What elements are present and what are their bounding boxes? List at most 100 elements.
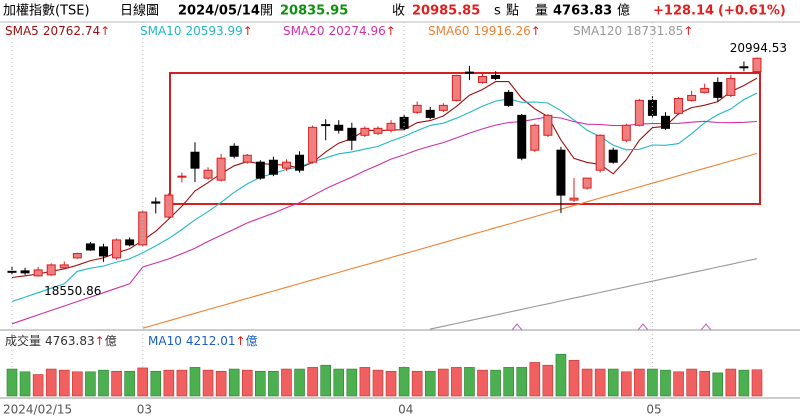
price-panel [7,57,762,330]
candle-body [700,87,710,93]
volume-ma-legend: MA10 4212.01↑億 [148,334,258,348]
unit: 點 [506,4,519,19]
volume-bar [529,362,541,397]
candle-body [438,104,448,111]
legend-part: ↑ [95,334,105,348]
candle-body [242,154,252,163]
volume-bar [686,368,697,397]
volume-unit: 億 [617,3,630,19]
volume-bar [516,367,528,397]
candle-body [517,114,527,159]
candle-body [464,71,474,74]
candle-body [46,264,56,276]
volume-bar [45,368,57,397]
volume-bar [372,369,384,397]
candle-body [491,75,501,79]
candle-body [216,157,226,181]
volume-bar [424,370,436,397]
candle-body [7,270,17,273]
candle-body [425,109,435,118]
candle-body [582,177,592,189]
candle-body [98,246,108,257]
volume-bar [751,369,763,397]
legend-entry: SMA20 20274.96↑ [283,24,396,38]
volume-bar [268,370,279,397]
ma-line [11,116,758,325]
volume-bar [137,367,148,397]
close-suffix: s [494,4,501,19]
volume-value: 4763.83 [553,4,612,19]
x-tick-label: 2024/02/15 [3,403,72,417]
volume-legend: 成交量 4763.83↑億 [5,333,117,348]
high-label: 20994.53 [730,41,787,55]
volume-bar [281,368,292,397]
candle-body [674,97,684,114]
candle-body [569,197,579,201]
candle-body [687,94,697,101]
volume-bar [725,368,737,397]
legend-name: SMA120 [573,24,622,38]
volume-bar [607,368,619,397]
volume-bar [411,370,423,397]
volume-bar [228,368,240,397]
legend-trend: ↑ [100,24,110,38]
volume-bar [620,371,632,397]
candle-body [59,264,69,269]
volume-bar [255,370,266,397]
volume-bar [477,369,488,397]
candle-body [177,175,187,178]
legend-part: 4212.01 [186,334,236,348]
legend-trend: ↑ [531,24,541,38]
legend-part: ↑ [235,334,245,348]
legend-name: SMA60 [428,24,469,38]
candle-body [295,154,305,171]
volume-bar [451,367,462,397]
legend-entry: SMA60 19916.26↑ [428,24,541,38]
volume-bar [712,372,724,397]
candle-body [72,253,82,259]
candle-body [190,151,200,169]
volume-bar [385,370,397,397]
volume-bar [333,368,345,397]
legend-entry: SMA120 18731.85↑ [573,24,693,38]
period: 日線圖 [120,3,159,19]
candle-body [125,239,135,246]
volume-bar [555,353,567,397]
date: 2024/05/14 [178,4,260,19]
volume-bar [124,370,135,397]
candle-body [347,127,357,141]
legend-value-label: 20274.96 [328,24,385,38]
volume-bar [542,364,554,397]
candle-body [308,126,318,163]
candle-body [138,211,148,246]
volume-bar [307,367,318,397]
volume-bar [568,359,580,397]
volume-bar [98,369,109,397]
candle-body [203,169,213,179]
volume-bar [738,369,750,397]
volume-bar [660,369,671,397]
volume-bar [72,371,83,397]
x-tick-label: 03 [137,403,152,417]
ma-line [430,258,758,330]
volume-bar [699,370,711,397]
x-tick-label: 04 [398,403,413,417]
candle-body [739,66,749,69]
volume-bar [150,370,162,397]
candle-body [504,91,514,106]
candle-body [360,127,370,136]
legend-entry: SMA5 20762.74↑ [5,24,110,38]
candle-body [556,149,566,196]
candle-body [595,134,605,171]
candle-body [334,124,344,131]
volume-bar [58,369,70,397]
volume-bar [398,367,410,397]
legend-value-label: 19916.26 [473,24,530,38]
close-label: 收 [392,4,405,19]
legend-trend: ↑ [386,24,396,38]
candle-body [608,149,618,163]
candle-body [255,161,265,179]
close-value: 20985.85 [412,4,480,19]
candle-body [726,77,736,96]
